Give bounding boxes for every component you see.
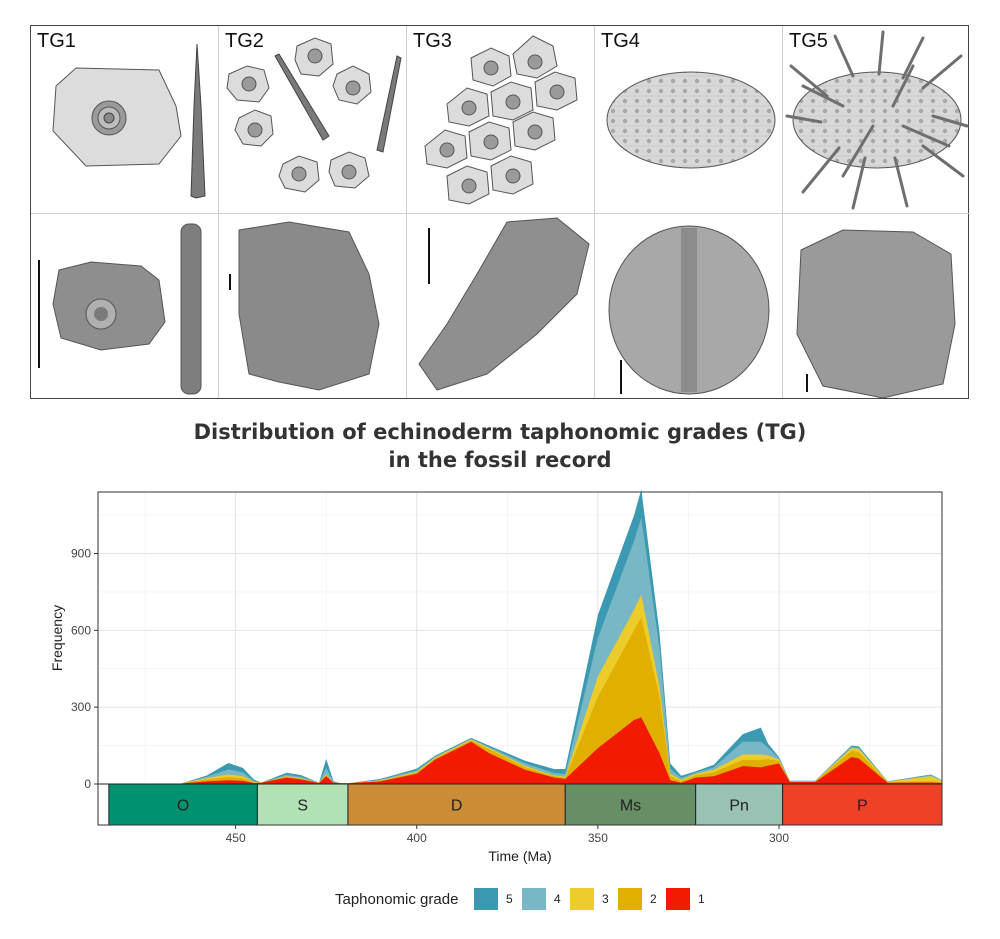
tg2-specimen-cell xyxy=(219,214,407,398)
chart-title-line-2: in the fossil record xyxy=(388,448,612,472)
y-tick-label: 900 xyxy=(71,546,91,560)
tg5-label: TG5 xyxy=(789,30,828,52)
tg3-label: TG3 xyxy=(413,30,452,52)
chart-title-line-1: Distribution of echinoderm taphonomic gr… xyxy=(193,420,807,444)
tg1-specimen-cell xyxy=(31,214,219,398)
tg1-plate-and-spine-drawing xyxy=(52,43,206,199)
tg3-specimen-cell xyxy=(407,214,595,398)
x-tick-label: 400 xyxy=(407,831,427,845)
legend-label-tg5: 5 xyxy=(506,892,513,906)
tg4-specimen-cell xyxy=(595,214,783,398)
tg2-drawing-cell: TG2 xyxy=(219,26,407,214)
y-tick-label: 0 xyxy=(84,777,91,791)
stacked-area-chart: O S D Ms Pn P 0 300 600 900 450 400 350 300 Time (Ma… xyxy=(49,489,943,864)
period-label: S xyxy=(297,798,308,815)
legend-label-tg4: 4 xyxy=(554,892,561,906)
tg2-label: TG2 xyxy=(225,30,264,52)
legend-swatch-tg3 xyxy=(570,888,594,910)
legend-label-tg3: 3 xyxy=(602,892,609,906)
legend-label-tg2: 2 xyxy=(650,892,657,906)
period-ms xyxy=(564,783,697,826)
tg5-drawing-cell: TG5 xyxy=(783,26,969,214)
tg5-specimen-cell xyxy=(783,214,969,398)
tg5-complete-test-with-spines-drawing xyxy=(785,30,969,210)
tg1-label: TG1 xyxy=(37,30,76,52)
legend-swatch-tg1 xyxy=(666,888,690,910)
tg4-complete-test-drawing xyxy=(606,71,776,169)
x-axis-title: Time (Ma) xyxy=(488,848,551,864)
tg4-label: TG4 xyxy=(601,30,640,52)
tg4-drawing-cell: TG4 xyxy=(595,26,783,214)
tg1-specimen-photo xyxy=(38,223,202,395)
area-series-tg1 xyxy=(108,717,943,784)
period-label: P xyxy=(857,798,868,815)
period-label: D xyxy=(451,798,463,815)
x-tick-label: 450 xyxy=(226,831,246,845)
legend-swatch-tg2 xyxy=(618,888,642,910)
y-axis-title: Frequency xyxy=(49,605,65,671)
tg2-specimen-photo xyxy=(229,221,380,391)
legend-label-tg1: 1 xyxy=(698,892,705,906)
period-pn xyxy=(695,783,784,826)
plot-frame xyxy=(97,491,943,826)
tg2-disarticulated-plates-drawing xyxy=(226,37,402,193)
period-label: O xyxy=(177,798,189,815)
axis-ticks: 0 300 600 900 450 400 350 300 xyxy=(71,546,789,845)
y-tick-label: 300 xyxy=(71,700,91,714)
period-o xyxy=(108,783,258,826)
taphonomic-grade-illustration-panel: TG1 TG2 TG3 xyxy=(30,25,969,399)
period-p xyxy=(782,783,943,826)
x-tick-label: 350 xyxy=(588,831,608,845)
tg1-drawing-cell: TG1 xyxy=(31,26,219,214)
tg3-drawing-cell: TG3 xyxy=(407,26,595,214)
x-tick-label: 300 xyxy=(769,831,789,845)
tg5-specimen-photo xyxy=(796,229,956,398)
chart-title: Distribution of echinoderm taphonomic gr… xyxy=(0,418,1000,474)
tg3-articulated-plates-drawing xyxy=(424,35,578,205)
tg4-specimen-photo xyxy=(608,225,770,395)
legend-title: Taphonomic grade xyxy=(335,891,459,908)
legend-swatch-tg5 xyxy=(474,888,498,910)
tg3-specimen-photo xyxy=(418,217,590,391)
period-label: Pn xyxy=(729,798,749,815)
legend: Taphonomic grade 5 4 3 2 1 xyxy=(0,886,1000,916)
y-tick-label: 600 xyxy=(71,623,91,637)
legend-swatch-tg4 xyxy=(522,888,546,910)
geologic-period-bar: O S D Ms Pn P xyxy=(108,783,943,826)
period-label: Ms xyxy=(620,798,641,815)
